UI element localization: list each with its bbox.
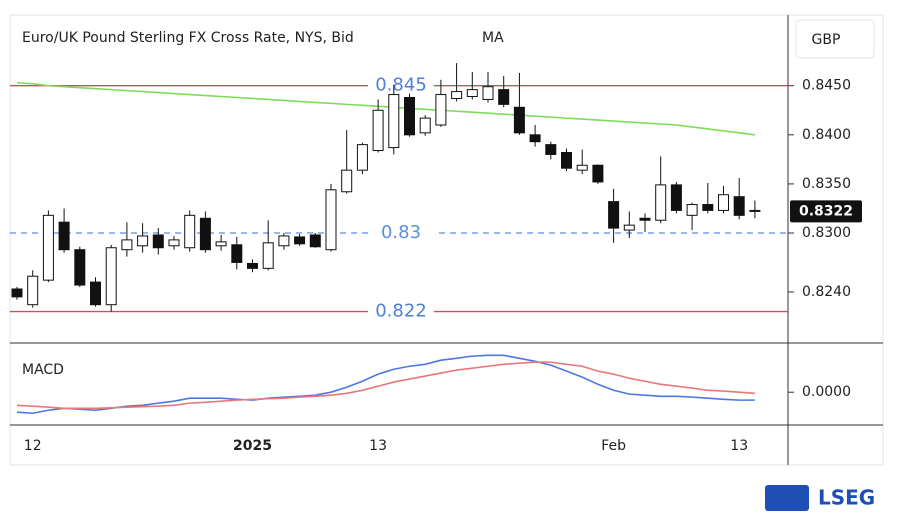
candle-body <box>529 134 541 143</box>
candle-body <box>11 288 23 298</box>
x-tick-label: 2025 <box>233 438 272 454</box>
candle-body <box>215 241 227 247</box>
x-tick-label: 12 <box>24 438 42 454</box>
level-label: 0.83 <box>381 222 421 243</box>
candle-body <box>356 144 368 171</box>
logo-icon <box>765 485 809 511</box>
candle-body <box>309 234 321 248</box>
x-tick-label: 13 <box>730 438 748 454</box>
candle-body <box>655 184 667 221</box>
y-tick-label: 0.0000 <box>802 384 851 400</box>
unit: GBP <box>812 32 841 48</box>
candle-body <box>749 209 761 212</box>
y-tick-label: 0.8300 <box>802 225 851 241</box>
candle-body <box>686 204 698 216</box>
candle-body <box>592 164 604 183</box>
candle-body <box>184 214 196 249</box>
candle-body <box>341 169 353 193</box>
candle-body <box>466 89 478 98</box>
candle-body <box>152 234 164 249</box>
level-label: 0.822 <box>375 301 427 322</box>
x-tick-label: 13 <box>369 438 387 454</box>
candle-body <box>262 242 274 269</box>
candle-body <box>137 235 149 247</box>
series-line <box>16 81 755 136</box>
y-tick-label: 0.8350 <box>802 176 851 192</box>
candle-body <box>74 249 86 286</box>
candle-body <box>702 204 714 211</box>
candle-body <box>623 224 635 231</box>
candle-body <box>231 244 243 263</box>
candle-body <box>388 94 400 149</box>
candle-body <box>561 151 572 169</box>
candle-body <box>718 194 729 211</box>
candle-body <box>435 94 447 126</box>
candle-body <box>105 247 117 306</box>
logo-text: LSEG <box>818 486 875 510</box>
candle-body <box>576 164 588 171</box>
candle-body <box>482 86 494 100</box>
candle-body <box>168 239 180 247</box>
level-label: 0.845 <box>375 75 427 96</box>
candle-body <box>199 217 211 251</box>
candle-body <box>325 189 337 251</box>
last-price-box <box>790 200 862 223</box>
legend-ma: MA <box>482 30 504 46</box>
unit-box <box>795 19 875 59</box>
candle-body <box>545 144 557 155</box>
y-tick-label: 0.8240 <box>802 284 851 300</box>
chart-title: Euro/UK Pound Sterling FX Cross Rate, NY… <box>22 30 354 46</box>
level-label-bg <box>368 300 434 323</box>
candle-body <box>513 106 525 134</box>
last-price-label: 0.8322 <box>799 203 853 219</box>
candle-body <box>451 91 463 99</box>
macd-title: MACD <box>22 362 64 378</box>
candle-body <box>58 221 70 251</box>
series-line <box>16 361 755 410</box>
y-tick-label: 0.8400 <box>802 127 851 143</box>
x-tick-label: Feb <box>601 438 626 454</box>
logo: LSEG <box>765 485 875 511</box>
candle-body <box>372 109 384 152</box>
candle-body <box>419 117 431 134</box>
candle-body <box>247 262 258 269</box>
candle-body <box>498 89 510 105</box>
candle-body <box>404 96 415 136</box>
y-tick-label: 0.8450 <box>802 78 851 94</box>
candle-body <box>608 201 620 229</box>
candle-body <box>90 281 101 306</box>
level-label-bg <box>368 74 434 97</box>
candle-body <box>639 217 651 221</box>
candle-body <box>278 235 290 247</box>
candle-body <box>42 214 54 281</box>
candle-body <box>27 275 39 306</box>
candle-body <box>733 196 745 216</box>
candle-body <box>121 239 133 251</box>
frame <box>9 14 884 466</box>
candle-body <box>670 184 682 211</box>
series-line <box>16 354 755 415</box>
level-label-bg <box>368 222 434 245</box>
candle-body <box>294 236 306 245</box>
